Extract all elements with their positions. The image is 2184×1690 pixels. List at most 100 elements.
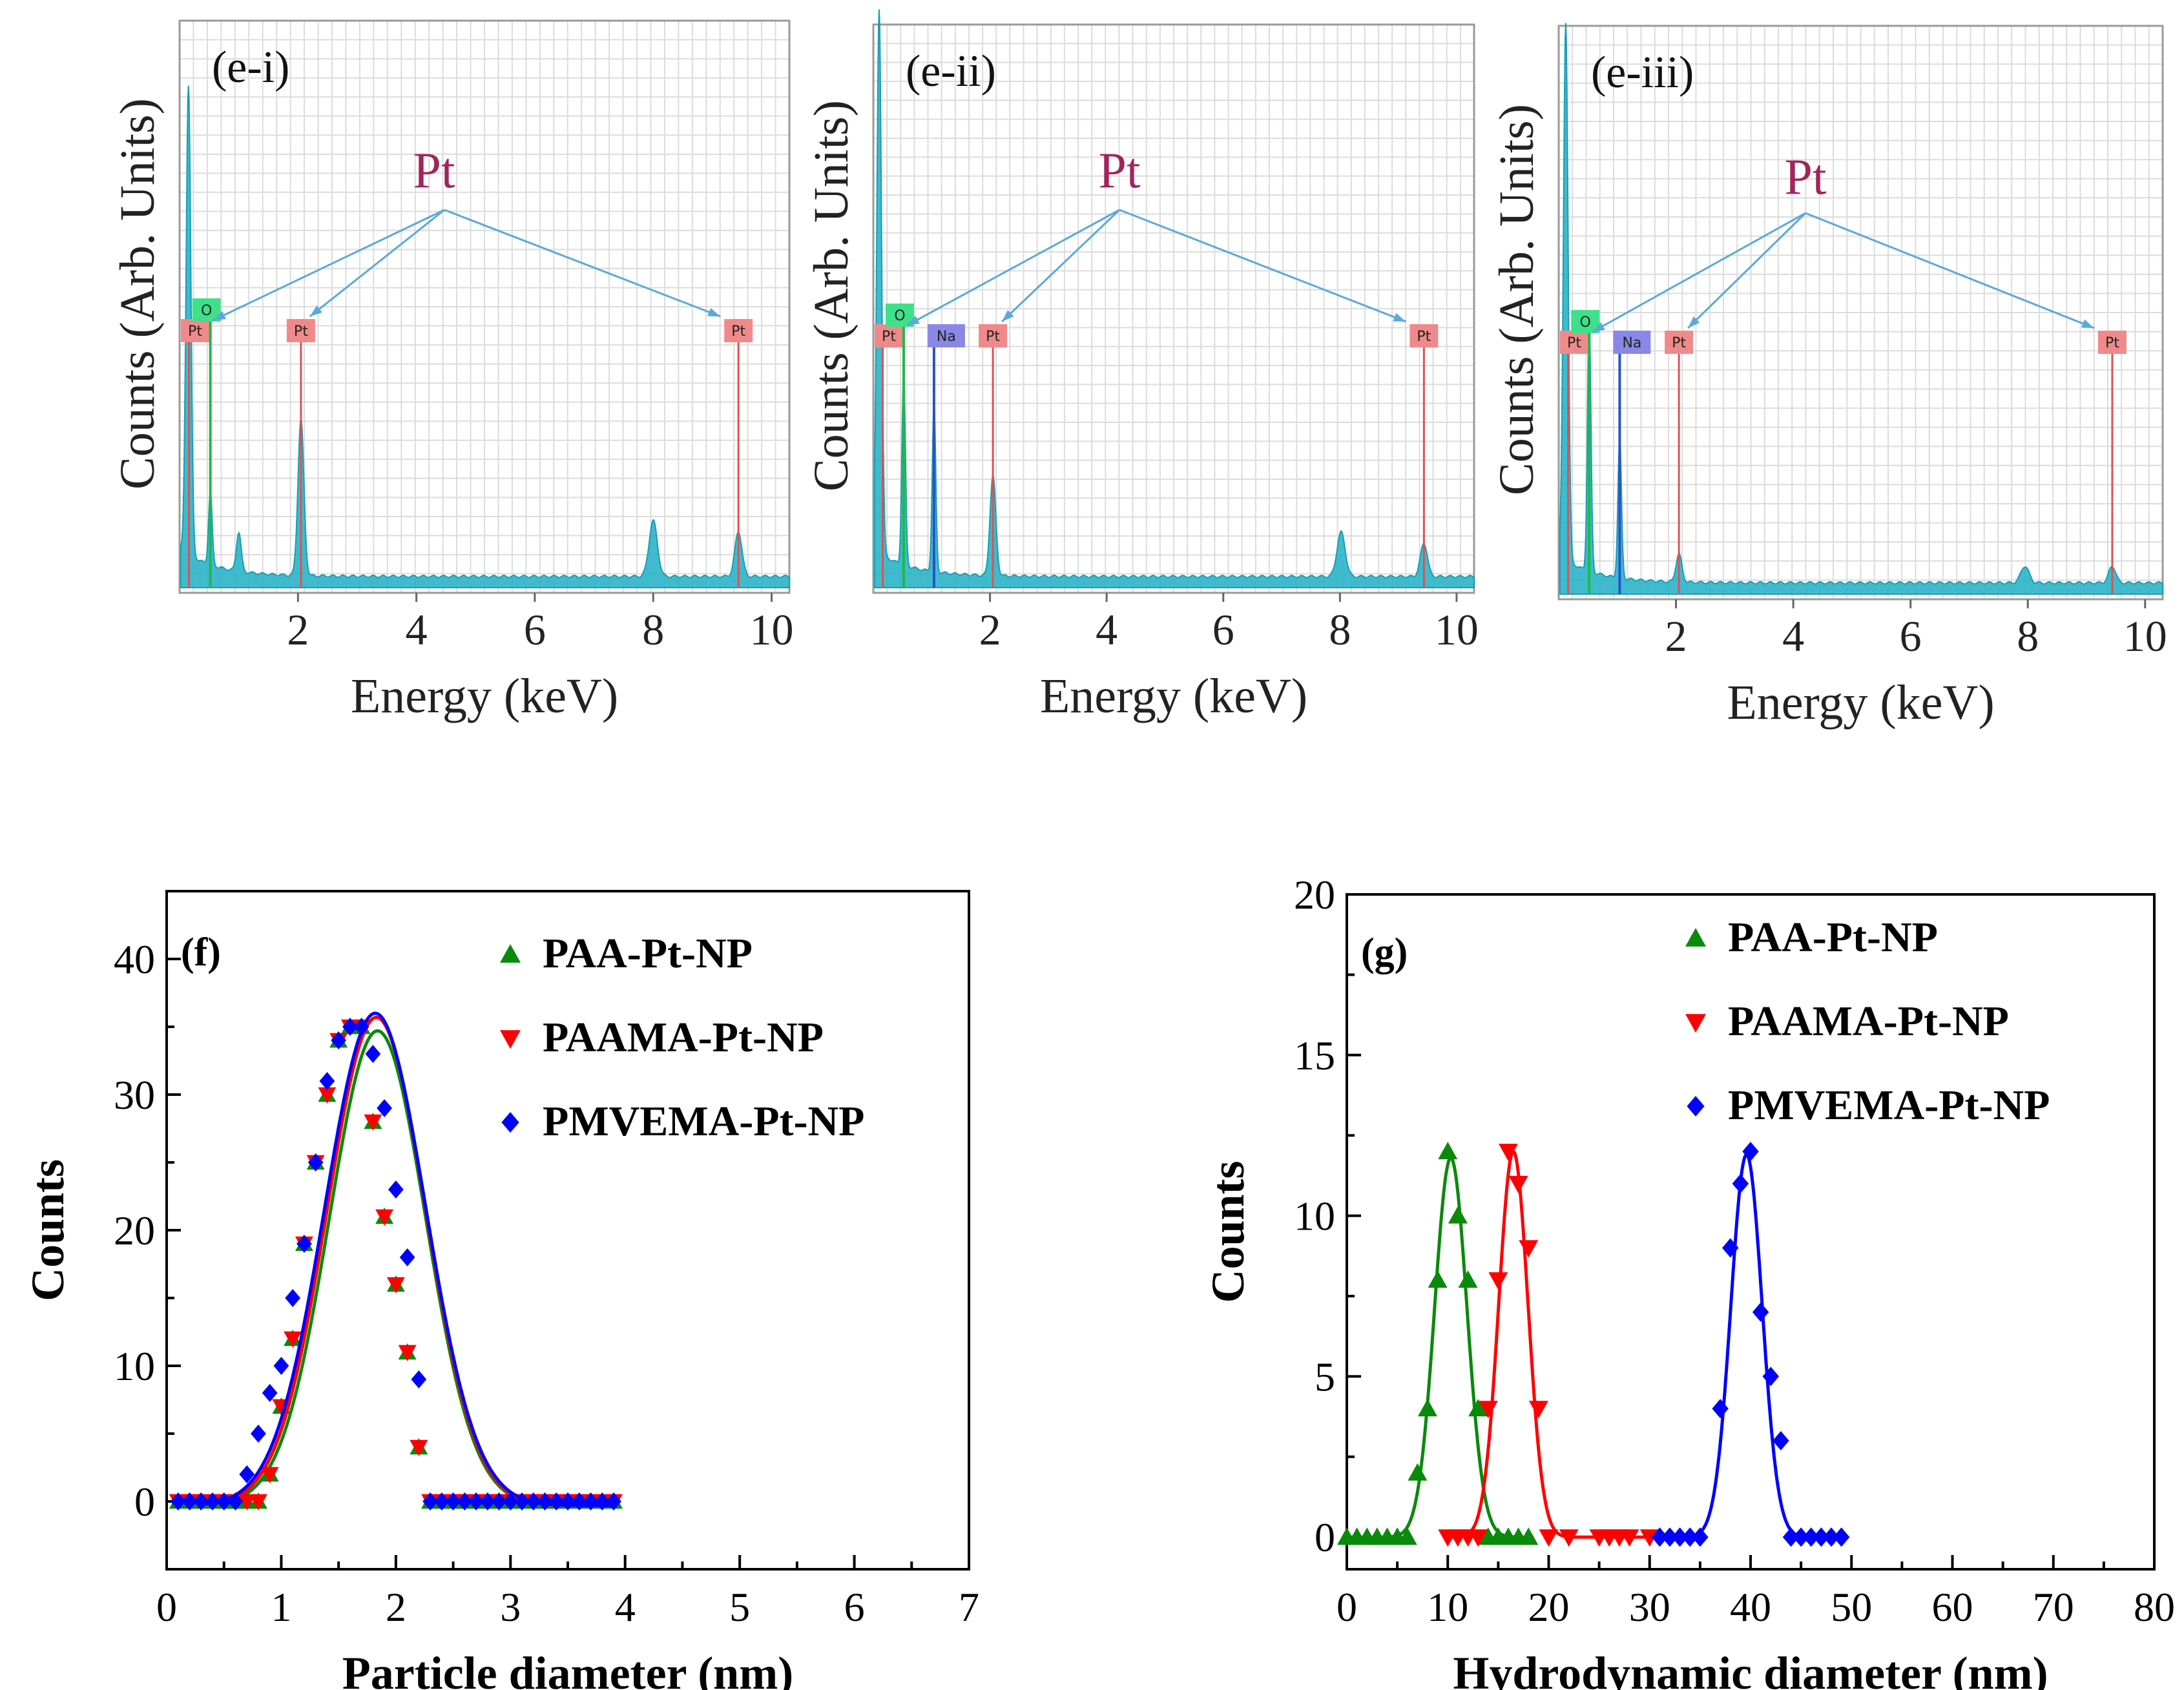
- data-point: [606, 1492, 621, 1510]
- data-point: [388, 1180, 404, 1199]
- data-point: [239, 1465, 255, 1483]
- data-point: [1681, 1527, 1698, 1547]
- element-tag-label: O: [1580, 314, 1591, 331]
- series-PAAMA-Pt-NP: [1438, 1144, 1659, 1547]
- data-point: [548, 1492, 565, 1510]
- pt-arrows: [213, 209, 721, 322]
- data-point: [193, 1492, 209, 1510]
- data-point: [1762, 1366, 1779, 1386]
- x-tick-label: 10: [750, 605, 794, 654]
- pt-arrow-head: [1002, 310, 1014, 322]
- data-point: [537, 1492, 553, 1510]
- data-point: [1661, 1527, 1678, 1547]
- pt-arrow-head: [213, 311, 226, 320]
- data-point: [1438, 1142, 1458, 1160]
- element-tag-label: Pt: [1672, 335, 1686, 351]
- data-point: [1508, 1175, 1528, 1193]
- data-point: [445, 1492, 461, 1510]
- pt-arrow-head: [1393, 313, 1406, 322]
- data-point: [353, 1018, 369, 1036]
- data-point: [1488, 1272, 1508, 1290]
- x-tick-label: 20: [1528, 1584, 1570, 1630]
- eds-grid: [873, 25, 1474, 593]
- data-point: [399, 1248, 415, 1266]
- y-tick-label: 5: [1315, 1354, 1335, 1399]
- data-point: [238, 1494, 256, 1510]
- data-point: [1418, 1399, 1437, 1417]
- x-tick-label: 4: [1782, 612, 1804, 661]
- element-tag-bg: [927, 324, 965, 347]
- data-point: [1468, 1399, 1488, 1417]
- element-tag-bg: [286, 319, 315, 342]
- data-point: [318, 1087, 337, 1104]
- data-point: [260, 1467, 279, 1483]
- y-axis-label: Counts (Arb. Units): [110, 98, 165, 489]
- y-tick-label: 0: [134, 1479, 155, 1525]
- y-axis-label: Counts (Arb. Units): [1490, 104, 1544, 495]
- data-point: [1428, 1270, 1448, 1288]
- x-tick-label: 8: [642, 605, 664, 654]
- x-tick-label: 70: [2033, 1584, 2074, 1630]
- data-point: [1687, 1096, 1705, 1117]
- eds-plot-frame: [872, 23, 1475, 594]
- pt-arrow-line: [1119, 209, 1406, 323]
- data-point: [1559, 1529, 1579, 1547]
- data-point: [1823, 1527, 1840, 1547]
- data-point: [249, 1494, 267, 1510]
- x-tick-label: 30: [1629, 1584, 1670, 1630]
- data-point: [262, 1384, 278, 1402]
- element-tag-bg: [1613, 331, 1651, 354]
- panel-label: (e-iii): [1591, 48, 1694, 98]
- pt-arrow-line: [1687, 212, 1807, 329]
- y-axis-label: Counts (Arb. Units): [804, 100, 858, 491]
- element-tag-label: Pt: [1567, 335, 1581, 351]
- data-point: [1619, 1529, 1639, 1547]
- eds-panel-1: Pt O Pt Pt Pt (e-i) 2 4 6 8 10 Energy (keV) Counts (…: [110, 19, 794, 723]
- x-tick-label: 2: [1665, 612, 1687, 661]
- data-point: [1408, 1463, 1428, 1481]
- x-tick-label: 6: [1900, 612, 1922, 661]
- x-tick-label: 50: [1831, 1584, 1872, 1630]
- data-point: [479, 1492, 495, 1510]
- x-tick-label: 10: [2123, 612, 2167, 661]
- element-tag-label: Pt: [188, 324, 202, 340]
- pt-arrows: [906, 209, 1406, 327]
- element-tag-label: O: [201, 303, 212, 319]
- x-tick-label: 1: [271, 1584, 291, 1630]
- element-tag-label: O: [894, 308, 905, 324]
- element-tag-label: Pt: [882, 329, 896, 345]
- legend-entry: PAA-Pt-NP: [1728, 914, 1938, 961]
- x-tick-label: 8: [2017, 612, 2039, 661]
- data-point: [433, 1492, 450, 1510]
- data-point: [364, 1114, 382, 1131]
- y-tick-label: 30: [114, 1072, 155, 1118]
- data-point: [319, 1072, 335, 1090]
- eds-grid: [1559, 26, 2163, 599]
- x-tick-label: 40: [1730, 1584, 1771, 1630]
- data-point: [331, 1031, 347, 1049]
- data-point: [571, 1492, 587, 1510]
- data-point: [307, 1153, 324, 1171]
- x-tick-label: 0: [1336, 1584, 1357, 1630]
- data-point: [1782, 1527, 1800, 1547]
- x-tick-label: 6: [524, 605, 546, 654]
- pt-arrow-head: [907, 315, 920, 325]
- element-tag-bg: [724, 319, 753, 342]
- element-tag-bg: [1560, 331, 1588, 354]
- element-tag-bg: [875, 324, 903, 347]
- eds-plot-frame: [1557, 25, 2164, 601]
- data-point: [1468, 1529, 1488, 1547]
- pt-arrow-line: [309, 209, 445, 318]
- element-tag-label: Pt: [2105, 335, 2119, 351]
- data-point: [1499, 1144, 1518, 1162]
- data-point: [375, 1209, 394, 1226]
- data-point: [514, 1492, 530, 1510]
- x-axis-label: Hydrodynamic diameter (nm): [1453, 1647, 2048, 1690]
- legend-entry: PMVEMA-Pt-NP: [543, 1098, 864, 1145]
- pt-arrow-line: [444, 209, 721, 318]
- data-point: [501, 1112, 519, 1133]
- panel-label: (e-ii): [906, 46, 996, 96]
- x-axis-label: Energy (keV): [1040, 669, 1307, 723]
- pt-arrow-line: [213, 209, 445, 322]
